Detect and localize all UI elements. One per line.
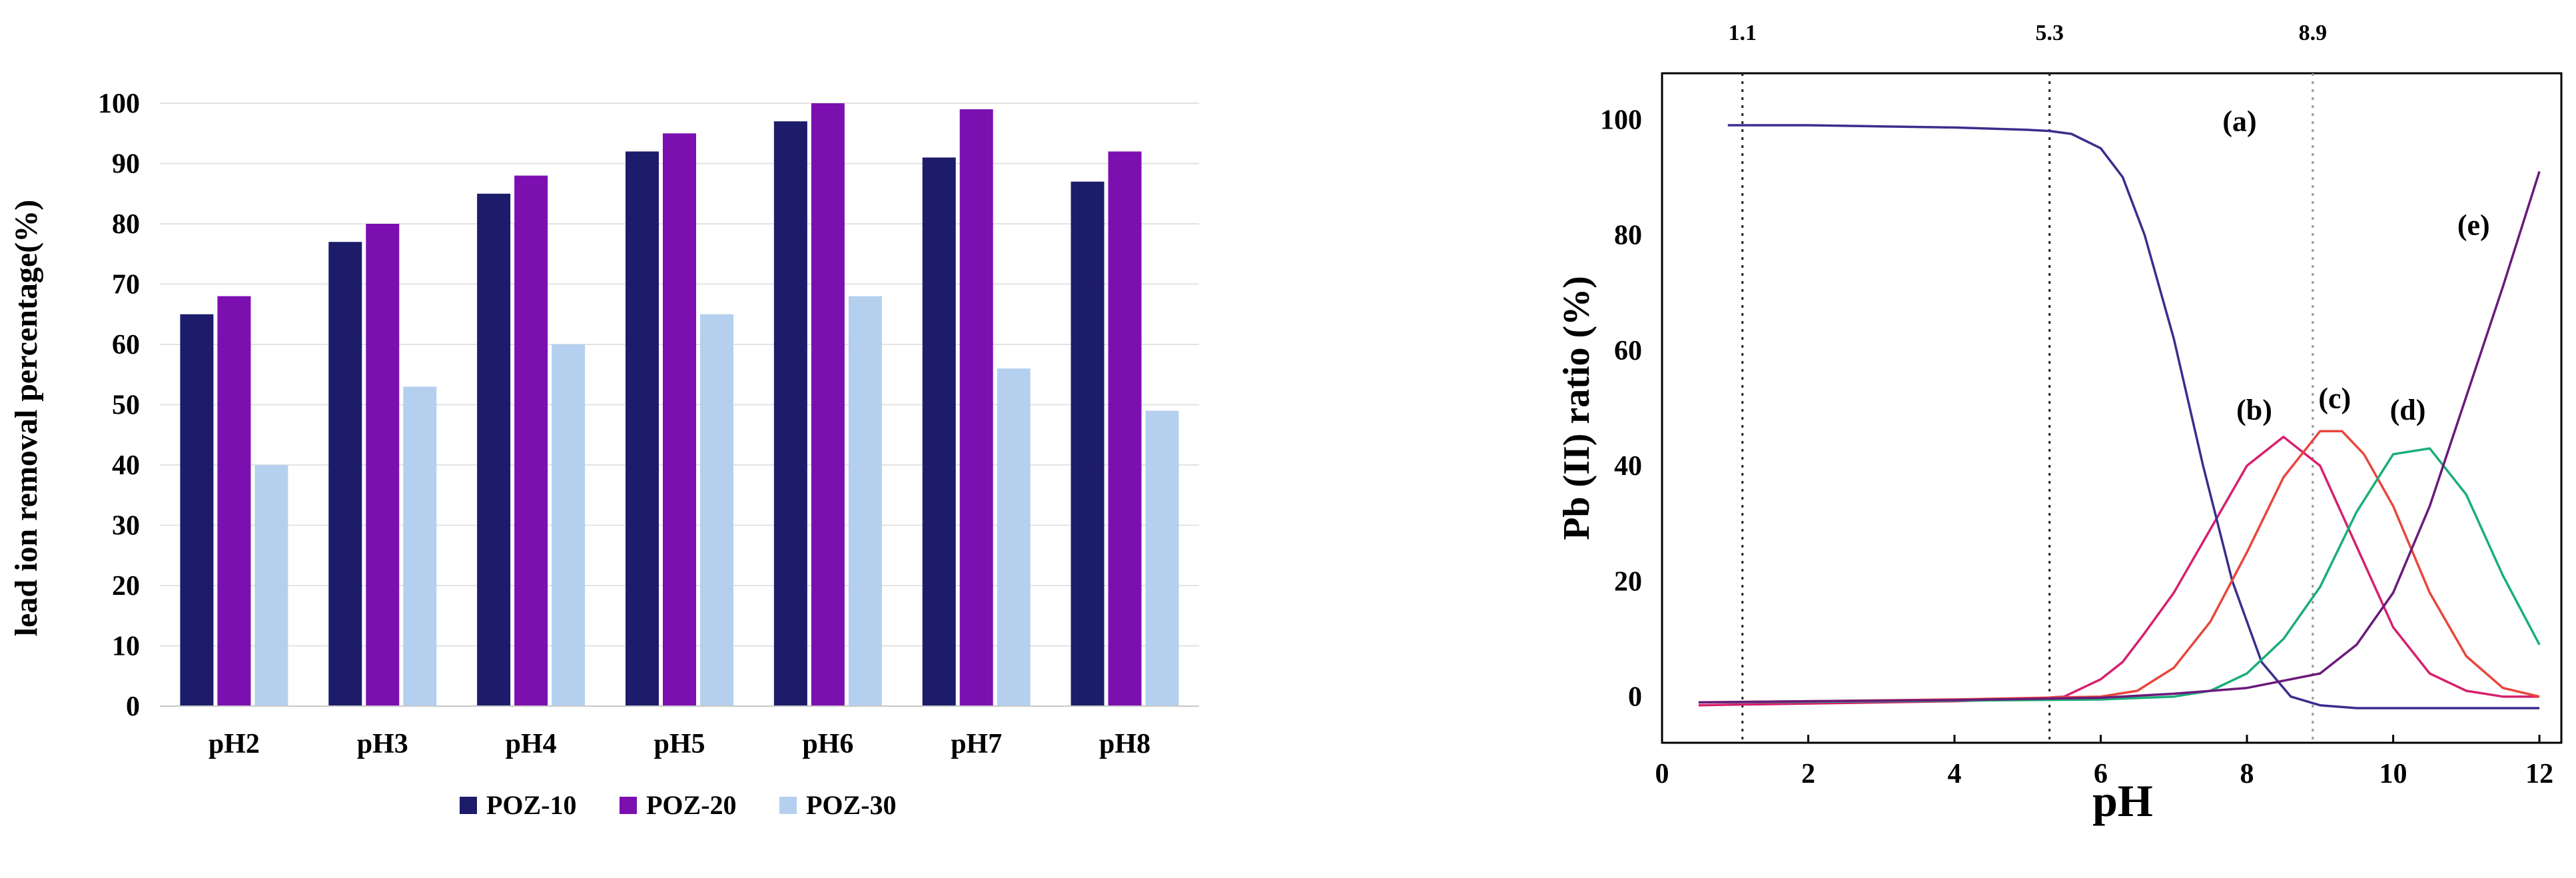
bar-poz-30-ph5 [700,314,733,706]
x-tick-label: 10 [2379,759,2407,789]
y-tick-label: 100 [1600,105,1642,135]
bar-y-axis-label: lead ion removal percentage(%) [9,200,44,636]
x-tick-label: 2 [1801,759,1815,789]
bar-poz-10-ph6 [773,121,807,706]
series-label: (a) [2222,105,2256,138]
x-tick-label: 4 [1948,759,1962,789]
bar-poz-20-ph5 [663,133,696,706]
bar-poz-10-ph8 [1071,181,1104,706]
category-label: pH6 [802,729,853,759]
bar-poz-30-ph6 [848,296,882,707]
category-label: pH8 [1099,729,1150,759]
bar-poz-30-ph3 [403,386,437,706]
x-tick-label: 0 [1655,759,1669,789]
bar-poz-30-ph7 [997,368,1031,706]
y-tick-label: 40 [112,450,140,481]
reference-line-label: 5.3 [2035,21,2064,45]
reference-line-label: 8.9 [2299,21,2328,45]
bar-category-labels: pH2 pH3 pH4 pH5 pH6 pH7 pH8 [209,729,1150,759]
category-label: pH2 [209,729,260,759]
legend-label: POZ-30 [806,790,897,820]
legend-label: POZ-10 [486,790,577,820]
y-ticks: 0 20 40 60 80 100 [1600,105,1642,712]
y-tick-label: 90 [112,149,140,180]
y-tick-label: 80 [1614,220,1642,251]
y-tick-label: 70 [112,270,140,300]
y-tick-label: 50 [112,390,140,421]
x-ticks: 0 2 4 6 8 10 12 [1655,735,2553,789]
bar-poz-10-ph5 [626,151,659,706]
y-tick-label: 20 [112,571,140,602]
series-label: (d) [2390,394,2426,426]
bar-poz-10-ph3 [328,242,362,706]
line-series [1698,124,2541,709]
y-tick-label: 20 [1614,566,1642,597]
line-y-axis-label: Pb (II) ratio (%) [1556,276,1597,540]
line-x-axis-label: pH [2092,775,2153,826]
reference-lines: 1.1 5.3 8.9 [1728,21,2327,743]
y-tick-label: 10 [112,632,140,662]
bar-poz-30-ph8 [1145,410,1179,706]
reference-line-label: 1.1 [1728,21,1757,45]
bar-poz-20-ph6 [811,103,845,706]
series-line-b [1727,124,2540,709]
y-tick-label: 60 [112,330,140,360]
bar-poz-20-ph3 [366,224,400,706]
x-tick-label: 8 [2240,759,2254,789]
legend-swatch-poz-20 [620,797,637,814]
bar-poz-20-ph8 [1108,151,1142,706]
category-label: pH3 [357,729,408,759]
y-tick-label: 80 [112,209,140,240]
y-tick-label: 0 [1628,682,1642,713]
y-tick-label: 30 [112,511,140,542]
x-tick-label: 12 [2525,759,2553,789]
series-label: (b) [2236,394,2272,426]
bar-poz-10-ph7 [922,157,956,706]
series-line-a [1698,436,2540,707]
category-label: pH4 [506,729,557,759]
legend-label: POZ-20 [646,790,737,820]
category-label: pH7 [951,729,1002,759]
y-tick-label: 0 [126,691,140,722]
bar-poz-30-ph2 [254,465,288,706]
x-tick-label: 6 [2094,759,2108,789]
series-label: (e) [2457,209,2490,242]
bar-legend: POZ-10 POZ-20 POZ-30 [460,790,897,820]
bar-poz-20-ph7 [959,109,993,707]
series-label: (c) [2318,382,2351,415]
bar-poz-30-ph4 [552,344,586,706]
y-tick-label: 40 [1614,451,1642,482]
bar-poz-10-ph2 [180,314,214,706]
category-label: pH5 [653,729,705,759]
bar-poz-10-ph4 [477,193,511,706]
legend-swatch-poz-10 [460,797,477,814]
y-tick-label: 100 [98,89,140,119]
bar-y-tick-labels: 0 10 20 30 40 50 60 70 80 90 100 [98,89,140,722]
y-tick-label: 60 [1614,336,1642,366]
series-annotations: (a) (b) (c) (d) (e) [2222,105,2489,426]
bar-poz-20-ph4 [514,175,548,707]
series-line-e [1698,171,2541,704]
bar-poz-20-ph2 [217,296,251,707]
plot-frame [1661,72,2563,744]
series-line-c [1698,430,2540,704]
bar-series-bars [180,103,1179,707]
legend-swatch-poz-30 [779,797,797,814]
